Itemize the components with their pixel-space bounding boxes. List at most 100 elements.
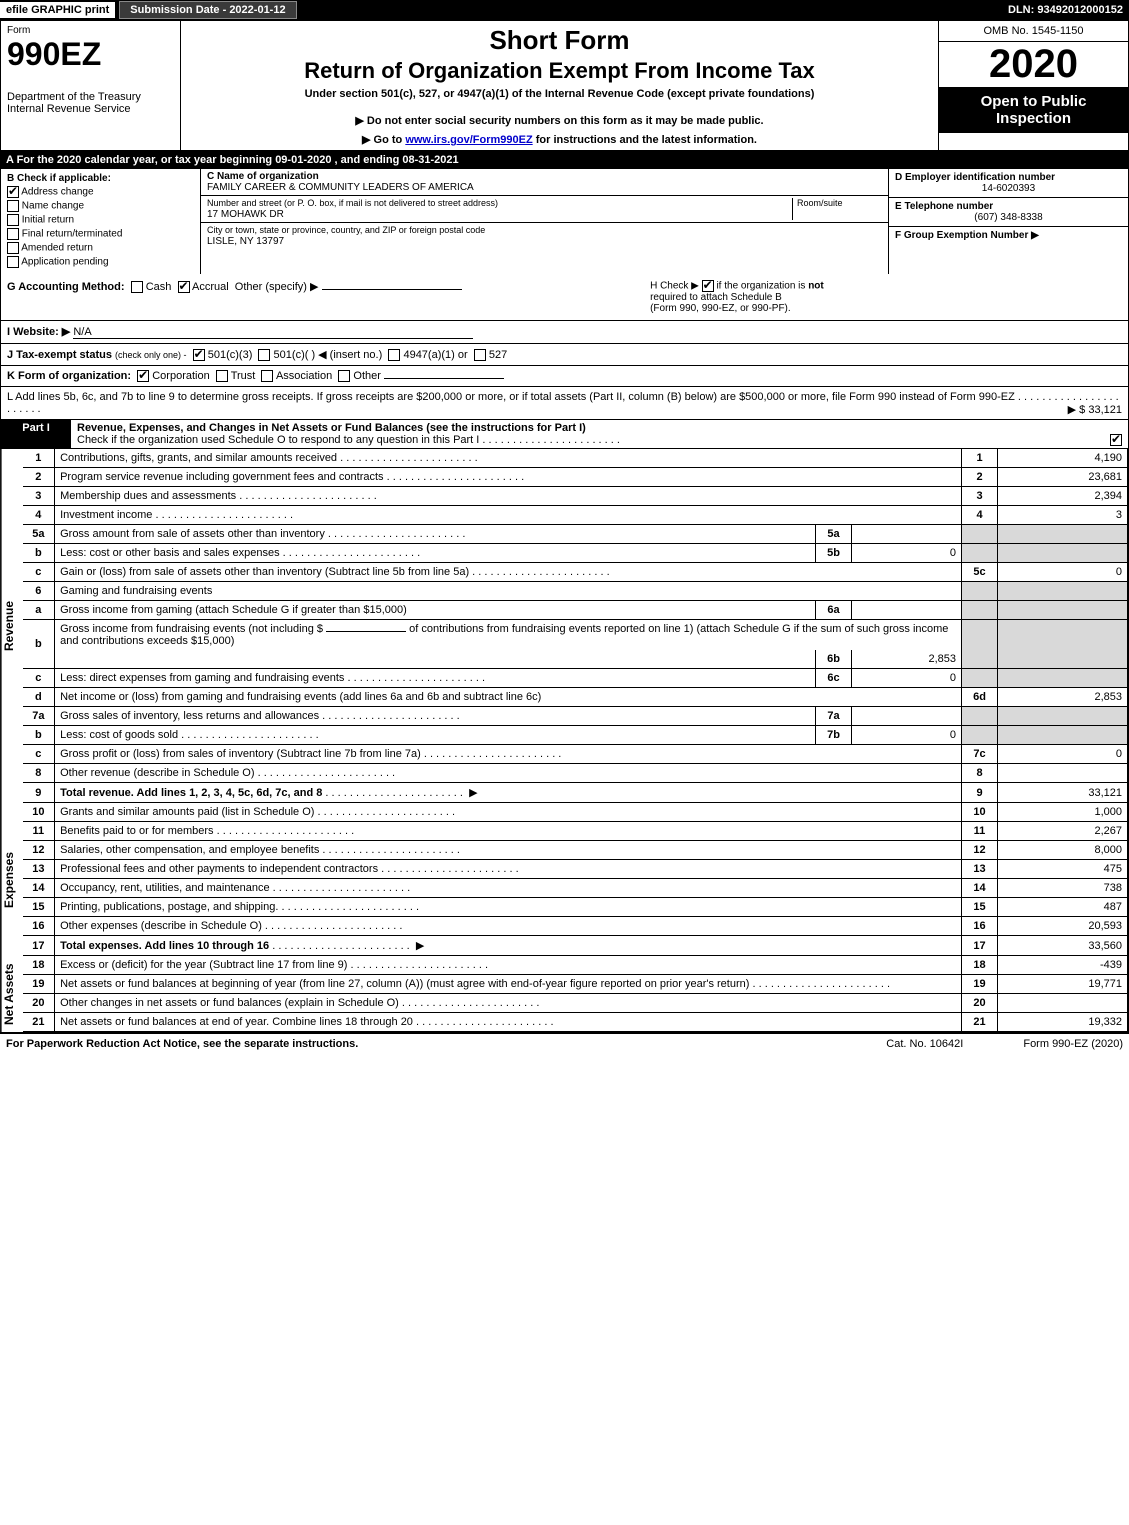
line-7a: 7aGross sales of inventory, less returns… (23, 707, 1128, 726)
checkbox-icon (7, 200, 19, 212)
line-8: 8Other revenue (describe in Schedule O)8 (23, 764, 1128, 783)
line-11: 11Benefits paid to or for members112,267 (23, 822, 1128, 841)
line-12: 12Salaries, other compensation, and empl… (23, 841, 1128, 860)
line-10: 10Grants and similar amounts paid (list … (23, 803, 1128, 822)
other-specify-input[interactable] (322, 289, 462, 290)
goto-line: ▶ Go to www.irs.gov/Form990EZ for instru… (189, 133, 930, 146)
line-6a: aGross income from gaming (attach Schedu… (23, 601, 1128, 620)
form-ref: Form 990-EZ (2020) (1023, 1038, 1123, 1050)
entity-block: B Check if applicable: Address change Na… (0, 169, 1129, 274)
part1-tab: Part I (1, 420, 71, 449)
row-g-h: G Accounting Method: Cash Accrual Other … (0, 274, 1129, 321)
goto-pre: ▶ Go to (362, 134, 405, 146)
group-exemption-label: F Group Exemption Number ▶ (895, 230, 1039, 241)
org-name-label: C Name of organization (207, 171, 319, 182)
chk-initial-return[interactable]: Initial return (7, 214, 194, 226)
revenue-side-label: Revenue (1, 449, 23, 803)
other-org-input[interactable] (384, 378, 504, 379)
line-13: 13Professional fees and other payments t… (23, 860, 1128, 879)
chk-501c3[interactable] (193, 349, 205, 361)
line-3: 3Membership dues and assessments32,394 (23, 487, 1128, 506)
tel-value: (607) 348-8338 (895, 212, 1122, 223)
org-name-value: FAMILY CAREER & COMMUNITY LEADERS OF AME… (207, 182, 474, 193)
revenue-section: Revenue 1Contributions, gifts, grants, a… (0, 449, 1129, 803)
short-form-title: Short Form (189, 25, 930, 56)
chk-schedule-b[interactable] (702, 280, 714, 292)
line-5c: cGain or (loss) from sale of assets othe… (23, 563, 1128, 582)
chk-501c[interactable] (258, 349, 270, 361)
line-21: 21Net assets or fund balances at end of … (23, 1013, 1128, 1032)
line-5a: 5aGross amount from sale of assets other… (23, 525, 1128, 544)
department-label: Department of the Treasury Internal Reve… (7, 91, 174, 115)
line-15: 15Printing, publications, postage, and s… (23, 898, 1128, 917)
chk-application-pending[interactable]: Application pending (7, 256, 194, 268)
checkbox-icon (7, 256, 19, 268)
tel-label: E Telephone number (895, 201, 993, 212)
l-text: L Add lines 5b, 6c, and 7b to line 9 to … (7, 391, 1015, 403)
submission-date: Submission Date - 2022-01-12 (119, 1, 296, 19)
omb-number: OMB No. 1545-1150 (939, 21, 1128, 42)
line-6: 6Gaming and fundraising events (23, 582, 1128, 601)
line-19: 19Net assets or fund balances at beginni… (23, 975, 1128, 994)
line-14: 14Occupancy, rent, utilities, and mainte… (23, 879, 1128, 898)
city-label: City or town, state or province, country… (207, 225, 485, 235)
paperwork-notice: For Paperwork Reduction Act Notice, see … (6, 1038, 358, 1050)
k-label: K Form of organization: (7, 370, 131, 382)
part1-header: Part I Revenue, Expenses, and Changes in… (0, 420, 1129, 449)
line-1: 1Contributions, gifts, grants, and simil… (23, 449, 1128, 468)
j-label: J Tax-exempt status (7, 349, 112, 361)
line-4: 4Investment income43 (23, 506, 1128, 525)
ein-label: D Employer identification number (895, 172, 1055, 183)
org-city-row: City or town, state or province, country… (201, 223, 888, 249)
tax-year: 2020 (939, 42, 1128, 87)
header-right: OMB No. 1545-1150 2020 Open to Public In… (938, 21, 1128, 150)
line-6b: bGross income from fundraising events (n… (23, 620, 1128, 651)
chk-trust[interactable] (216, 370, 228, 382)
website-label: I Website: ▶ (7, 326, 70, 338)
header-center: Short Form Return of Organization Exempt… (181, 21, 938, 150)
row-k: K Form of organization: Corporation Trus… (0, 366, 1129, 387)
chk-cash[interactable] (131, 281, 143, 293)
chk-other-org[interactable] (338, 370, 350, 382)
checkbox-icon (7, 186, 19, 198)
city-value: LISLE, NY 13797 (207, 236, 284, 247)
box-b: B Check if applicable: Address change Na… (1, 169, 201, 274)
form-header: Form 990EZ Department of the Treasury In… (0, 20, 1129, 151)
chk-accrual[interactable] (178, 281, 190, 293)
part1-check-line: Check if the organization used Schedule … (77, 434, 479, 446)
expenses-side-label: Expenses (1, 803, 23, 956)
irs-link[interactable]: www.irs.gov/Form990EZ (405, 134, 532, 146)
chk-final-return[interactable]: Final return/terminated (7, 228, 194, 240)
checkbox-icon (7, 242, 19, 254)
expenses-table: 10Grants and similar amounts paid (list … (23, 803, 1128, 956)
chk-527[interactable] (474, 349, 486, 361)
return-title: Return of Organization Exempt From Incom… (189, 58, 930, 84)
line-7c: cGross profit or (loss) from sales of in… (23, 745, 1128, 764)
address-label: Number and street (or P. O. box, if mail… (207, 198, 498, 208)
page-footer: For Paperwork Reduction Act Notice, see … (0, 1033, 1129, 1054)
room-label: Room/suite (797, 198, 843, 208)
revenue-table: 1Contributions, gifts, grants, and simil… (23, 449, 1128, 803)
row-j: J Tax-exempt status (check only one) - 5… (0, 344, 1129, 366)
l-amount: ▶ $ 33,121 (1068, 403, 1122, 416)
chk-corporation[interactable] (137, 370, 149, 382)
chk-amended-return[interactable]: Amended return (7, 242, 194, 254)
chk-name-change[interactable]: Name change (7, 200, 194, 212)
website-value: N/A (73, 326, 473, 339)
org-name-row: C Name of organization FAMILY CAREER & C… (201, 169, 888, 196)
checkbox-icon (7, 214, 19, 226)
net-assets-section: Net Assets 18Excess or (deficit) for the… (0, 956, 1129, 1033)
line-9: 9Total revenue. Add lines 1, 2, 3, 4, 5c… (23, 783, 1128, 803)
form-word: Form (7, 25, 174, 36)
box-d-e-f: D Employer identification number 14-6020… (888, 169, 1128, 274)
line-18: 18Excess or (deficit) for the year (Subt… (23, 956, 1128, 975)
chk-4947[interactable] (388, 349, 400, 361)
catalog-number: Cat. No. 10642I (886, 1038, 963, 1050)
chk-association[interactable] (261, 370, 273, 382)
chk-address-change[interactable]: Address change (7, 186, 194, 198)
chk-schedule-o[interactable] (1110, 434, 1122, 446)
line-6d: dNet income or (loss) from gaming and fu… (23, 688, 1128, 707)
part1-title: Revenue, Expenses, and Changes in Net As… (77, 422, 586, 434)
tax-period-bar: A For the 2020 calendar year, or tax yea… (0, 151, 1129, 169)
row-i: I Website: ▶ N/A (0, 321, 1129, 344)
